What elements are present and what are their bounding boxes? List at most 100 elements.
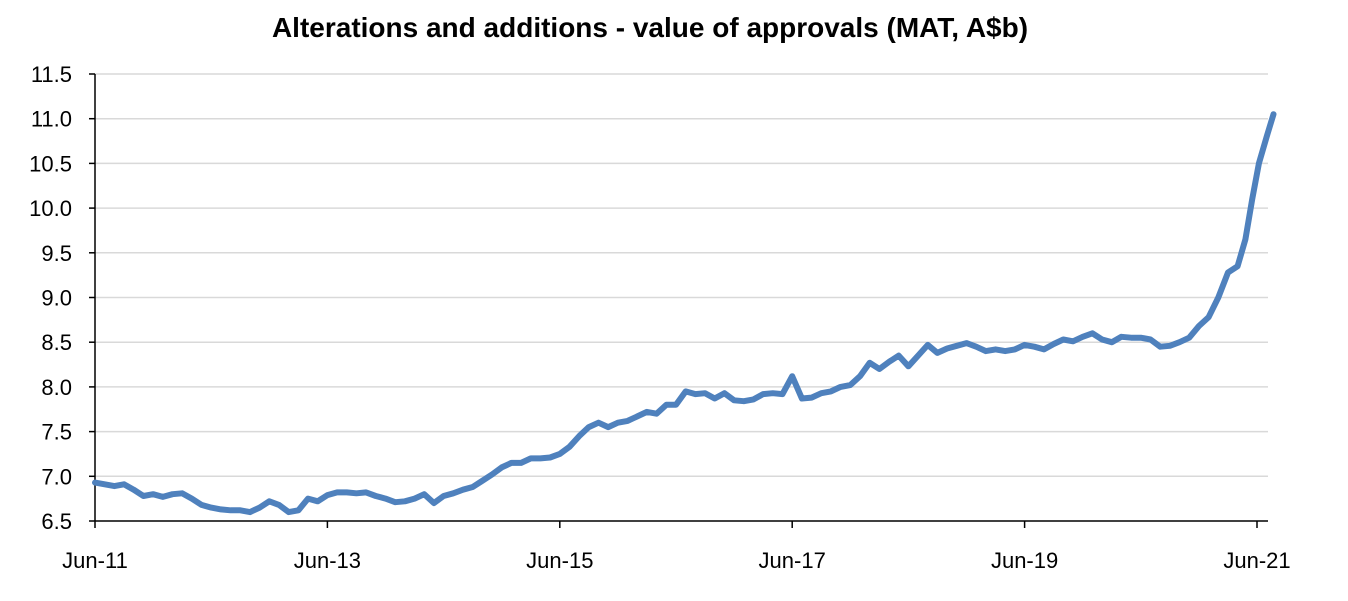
data-point [1012,347,1017,352]
data-point [780,392,785,397]
data-point [1196,324,1201,329]
data-point [586,425,591,430]
data-point [480,478,485,483]
data-point [548,455,553,460]
data-point [451,491,456,496]
series-group [92,111,1277,516]
gridlines [95,73,1268,478]
data-point [335,490,340,495]
data-point [1226,270,1231,275]
data-point [1032,344,1037,349]
data-point [422,492,427,497]
data-point [364,490,369,495]
data-point [277,502,282,507]
data-point [509,460,514,465]
data-point [528,456,533,461]
data-point [1235,264,1240,269]
data-point [819,391,824,396]
data-point [790,374,795,379]
data-point [373,494,378,499]
y-tick-label: 11.5 [31,62,72,87]
data-point [577,434,582,439]
data-point [887,359,892,364]
data-point [393,500,398,505]
data-point [557,451,562,456]
data-point [751,397,756,402]
data-point [383,496,388,501]
data-point [848,383,853,388]
data-point [693,392,698,397]
data-point [993,347,998,352]
data-point [615,420,620,425]
data-point [1271,112,1276,117]
data-point [441,494,446,499]
chart-title: Alterations and additions - value of app… [271,12,1029,43]
data-point [461,487,466,492]
data-point [741,399,746,404]
data-point [1109,340,1114,345]
data-point [1071,339,1076,344]
x-axis-tick-labels: Jun-11 Jun-13 Jun-15 Jun-17 Jun-19 Jun-21 [62,548,1290,573]
data-point [954,343,959,348]
data-point [1148,337,1153,342]
data-point [160,494,165,499]
data-point [470,485,475,490]
data-point [209,505,214,510]
data-point [1250,197,1255,202]
data-point [412,496,417,501]
data-point [490,472,495,477]
data-point [983,349,988,354]
data-point [189,496,194,501]
data-point [1138,335,1143,340]
data-point [838,384,843,389]
y-tick-label: 7.5 [41,420,72,445]
data-point [916,353,921,358]
data-point [286,510,291,515]
y-tick-label: 9.5 [41,241,72,266]
data-point [770,391,775,396]
data-point [596,420,601,425]
data-point [567,444,572,449]
data-point [1158,344,1163,349]
data-point [828,389,833,394]
data-point [858,374,863,379]
data-point [344,490,349,495]
data-point [112,484,117,489]
data-point [1090,331,1095,336]
data-point [925,342,930,347]
y-tick-label: 6.5 [41,509,72,534]
data-point [315,499,320,504]
data-point [1187,335,1192,340]
data-point [625,418,630,423]
data-point [1167,343,1172,348]
axes [89,73,1268,528]
data-point [809,395,814,400]
data-point [644,409,649,414]
data-point [296,508,301,513]
data-point [974,344,979,349]
data-point [1042,347,1047,352]
y-tick-label: 9.0 [41,286,72,311]
data-point [1177,340,1182,345]
y-tick-label: 11.0 [31,107,72,132]
x-tick-label: Jun-19 [991,548,1058,573]
data-point [867,360,872,365]
data-point [306,496,311,501]
data-point [170,492,175,497]
data-point [257,505,262,510]
data-point [606,425,611,430]
data-point [703,391,708,396]
y-axis-tick-labels: 6.5 7.0 7.5 8.0 8.5 9.0 9.5 10.0 10.5 11.0 11.5 [29,62,72,534]
data-point [402,499,407,504]
data-point [218,507,223,512]
data-point [228,508,233,513]
data-point [1119,334,1124,339]
x-tick-label: Jun-21 [1223,548,1290,573]
data-point [354,491,359,496]
y-tick-label: 8.5 [41,330,72,355]
data-point [538,456,543,461]
data-point [1051,342,1056,347]
y-tick-label: 8.0 [41,375,72,400]
data-point [431,501,436,506]
data-point [664,402,669,407]
